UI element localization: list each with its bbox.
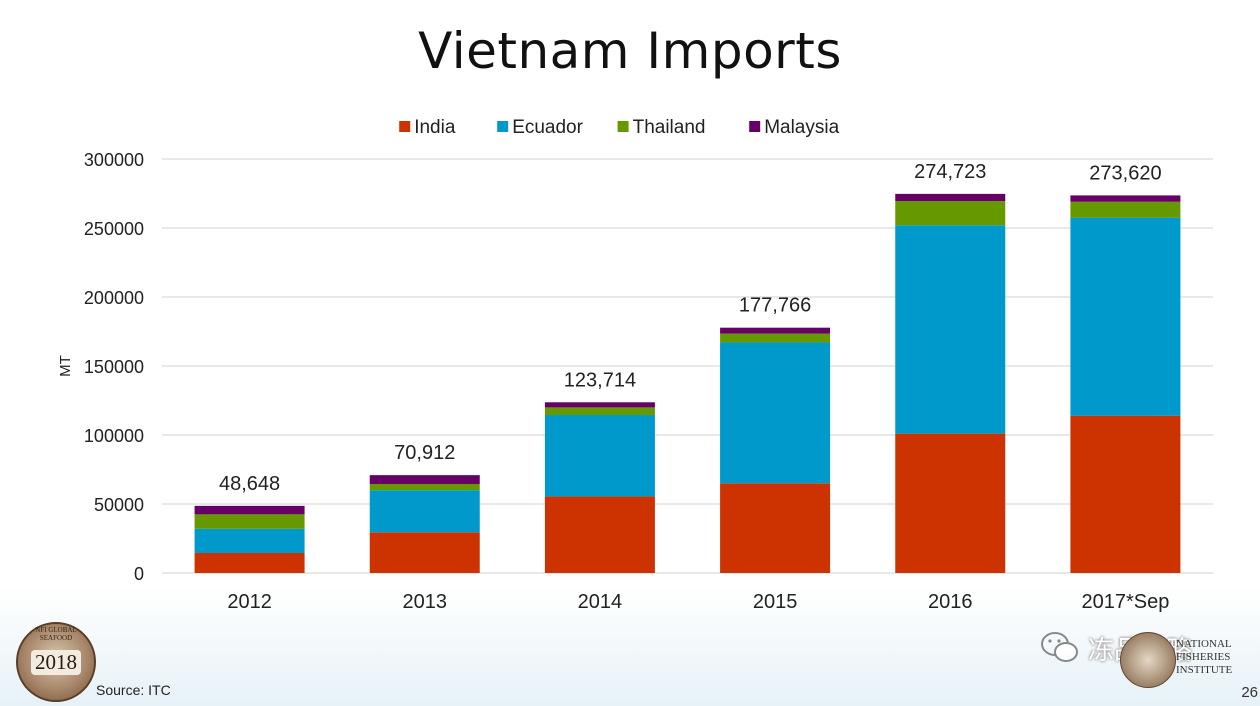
bar-total-label: 48,648 <box>219 473 280 495</box>
x-tick-label: 2014 <box>578 591 623 613</box>
y-tick-label: 300000 <box>84 150 144 170</box>
seal-ring-text: NFI GLOBAL SEAFOOD <box>35 626 77 642</box>
bar-segment-malaysia <box>1070 195 1181 202</box>
x-tick-label: 2015 <box>753 591 798 613</box>
legend-label: India <box>414 117 456 138</box>
legend-label: Malaysia <box>764 117 839 138</box>
bar-segment-india <box>895 433 1006 573</box>
bar-segment-malaysia <box>720 327 831 334</box>
background-wave <box>0 586 1260 706</box>
x-tick-label: 2012 <box>227 591 272 613</box>
y-tick-label: 250000 <box>84 219 144 239</box>
page-number: 26 <box>1241 684 1258 701</box>
bar-segment-india <box>720 483 831 573</box>
conference-seal-logo: NFI GLOBAL SEAFOOD 2018 <box>16 622 96 702</box>
bar-segment-india <box>194 552 305 573</box>
bar-total-label: 273,620 <box>1089 162 1161 184</box>
bar-segment-thailand <box>544 407 655 415</box>
seal-year: 2018 <box>31 649 81 675</box>
bar-segment-malaysia <box>194 505 305 515</box>
bar-segment-malaysia <box>369 475 480 484</box>
legend-swatch-india <box>399 121 411 132</box>
bar-segment-thailand <box>720 333 831 343</box>
y-tick-label: 50000 <box>94 495 144 515</box>
bar-segment-thailand <box>1070 201 1181 218</box>
legend-swatch-ecuador <box>497 121 509 132</box>
institute-name: NATIONAL FISHERIES INSTITUTE <box>1176 638 1252 677</box>
wechat-icon <box>1041 632 1078 662</box>
bar-segment-india <box>544 496 655 573</box>
institute-line: NATIONAL <box>1176 638 1232 650</box>
bar-segment-ecuador <box>895 225 1006 434</box>
institute-line: FISHERIES <box>1176 651 1231 663</box>
bar-segment-thailand <box>194 514 305 529</box>
bar-segment-india <box>1070 415 1181 573</box>
bar-segment-thailand <box>895 201 1006 226</box>
bar-segment-malaysia <box>544 402 655 408</box>
bar-total-label: 274,723 <box>914 161 986 183</box>
y-tick-label: 100000 <box>84 426 144 446</box>
x-tick-label: 2017*Sep <box>1081 591 1169 613</box>
bar-segment-ecuador <box>720 342 831 484</box>
legend-swatch-thailand <box>617 121 629 132</box>
y-axis-label: MT <box>57 355 74 377</box>
source-note: Source: ITC <box>96 682 171 698</box>
page-title: Vietnam Imports <box>418 22 842 80</box>
bar-segment-ecuador <box>1070 217 1181 416</box>
bar-segment-ecuador <box>544 414 655 497</box>
y-tick-label: 200000 <box>84 288 144 308</box>
bar-segment-thailand <box>369 483 480 491</box>
x-tick-label: 2016 <box>928 591 973 613</box>
bar-segment-india <box>369 532 480 573</box>
y-tick-label: 150000 <box>84 357 144 377</box>
institute-line: INSTITUTE <box>1176 664 1233 676</box>
institute-seal-logo <box>1120 632 1176 688</box>
legend-label: Ecuador <box>512 117 583 138</box>
bar-segment-ecuador <box>194 528 305 553</box>
bar-total-label: 123,714 <box>564 369 636 391</box>
y-tick-label: 0 <box>134 564 144 584</box>
bar-segment-ecuador <box>369 490 480 533</box>
bar-segment-malaysia <box>895 193 1006 202</box>
legend-label: Thailand <box>633 117 706 138</box>
legend-swatch-malaysia <box>749 121 761 132</box>
x-tick-label: 2013 <box>403 591 448 613</box>
bar-total-label: 177,766 <box>739 295 811 317</box>
bar-total-label: 70,912 <box>394 442 455 464</box>
